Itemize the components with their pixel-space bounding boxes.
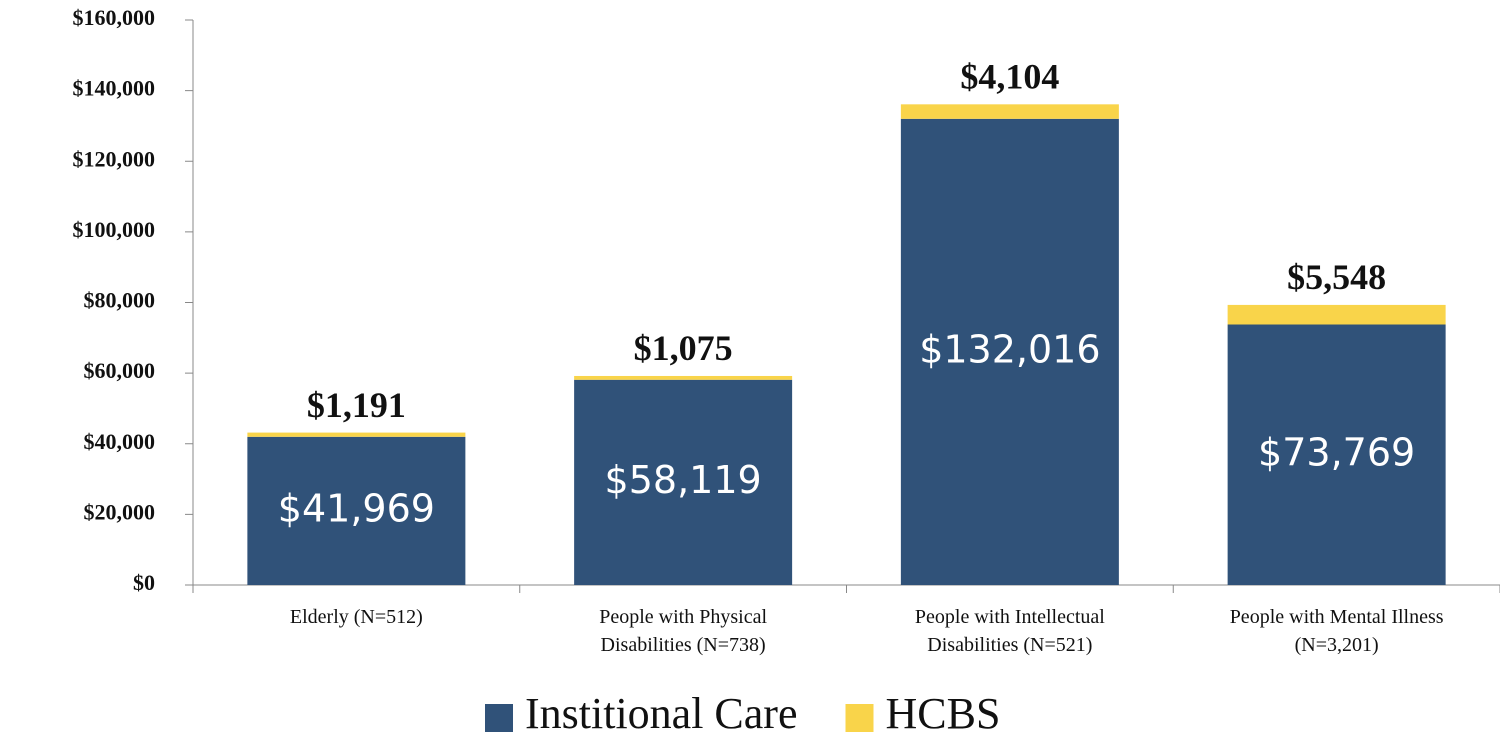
bar-segment (574, 379, 793, 585)
legend-swatch (845, 704, 874, 732)
bar-segment (247, 432, 466, 437)
y-tick-label: $20,000 (84, 499, 156, 524)
bar-segment (900, 118, 1119, 586)
bar-segment (900, 104, 1119, 119)
y-tick-label: $80,000 (84, 288, 156, 313)
x-tick-label: People with Physical Disabilities (N=738… (599, 606, 767, 656)
legend-label: HCBS (886, 689, 1001, 737)
data-label: $4,104 (960, 57, 1059, 97)
x-tick-label: People with Mental Illness (N=3,201) (1229, 606, 1444, 656)
data-label: $132,016 (919, 327, 1100, 371)
data-label: $1,191 (307, 385, 406, 425)
y-tick-label: $140,000 (73, 76, 156, 101)
data-label: $1,075 (634, 328, 733, 368)
y-tick-label: $120,000 (73, 146, 156, 171)
data-label: $58,119 (605, 458, 762, 502)
data-label: $73,769 (1258, 430, 1415, 474)
y-tick-label: $160,000 (73, 5, 156, 30)
y-tick-label: $40,000 (84, 429, 156, 454)
x-tick-label: People with Intellectual Disabilities (N… (914, 606, 1105, 656)
bar-segment (1227, 324, 1446, 585)
bar-segment (1227, 304, 1446, 325)
x-tick-label: Elderly (N=512) (289, 606, 423, 628)
y-tick-label: $0 (133, 570, 155, 595)
legend-label: Institional Care (525, 689, 798, 737)
data-label: $5,548 (1287, 257, 1386, 297)
y-tick-label: $60,000 (84, 358, 156, 383)
y-tick-label: $100,000 (73, 217, 156, 242)
bar-segment (574, 375, 793, 380)
bar-segment (247, 436, 466, 585)
data-label: $41,969 (278, 486, 435, 530)
legend-swatch (485, 704, 513, 732)
